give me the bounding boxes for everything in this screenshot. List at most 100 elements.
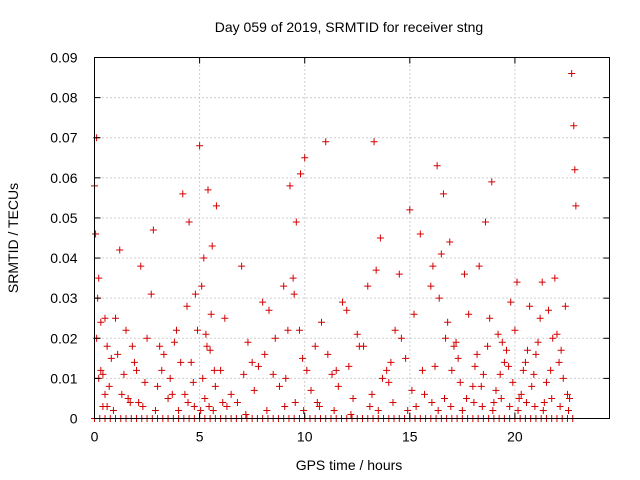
data-point [207, 310, 215, 318]
data-point [435, 294, 443, 302]
data-point [408, 386, 416, 394]
data-point [538, 278, 546, 286]
data-point [212, 202, 220, 210]
data-point [391, 326, 399, 334]
data-point [429, 262, 437, 270]
data-point [175, 406, 183, 414]
x-tick-label: 5 [196, 429, 204, 445]
data-point [190, 402, 198, 410]
data-point [133, 366, 141, 374]
data-point [353, 330, 361, 338]
data-point [551, 274, 559, 282]
data-points [91, 70, 580, 422]
data-point [97, 318, 105, 326]
data-point [368, 390, 376, 398]
data-point [444, 318, 452, 326]
data-point [295, 326, 303, 334]
axis-ticks [94, 57, 610, 419]
data-point [528, 382, 536, 390]
y-tick-label: 0.01 [50, 370, 77, 386]
data-point [291, 398, 299, 406]
data-point [181, 390, 189, 398]
data-point [486, 314, 494, 322]
data-point [160, 350, 168, 358]
data-point [416, 230, 424, 238]
data-point [395, 270, 403, 278]
data-point [210, 366, 218, 374]
data-point [189, 378, 197, 386]
x-tick-label: 15 [402, 429, 418, 445]
data-point [503, 346, 510, 354]
data-point [539, 406, 547, 414]
data-point [290, 290, 298, 298]
data-point [370, 138, 378, 146]
data-point [511, 326, 519, 334]
data-point [572, 202, 580, 210]
data-point [355, 342, 363, 350]
y-tick-label: 0.02 [50, 330, 77, 346]
data-point [349, 394, 357, 402]
data-point [92, 230, 100, 238]
data-point [204, 186, 212, 194]
data-point [233, 398, 241, 406]
data-point [563, 390, 571, 398]
data-point [522, 398, 530, 406]
y-tick-label: 0 [70, 411, 78, 427]
data-point [149, 226, 157, 234]
data-point [481, 218, 489, 226]
y-axis-label: SRMTID / TECUs [5, 183, 21, 293]
data-point [571, 166, 579, 174]
data-point [385, 378, 393, 386]
data-point [202, 330, 210, 338]
y-tick-labels: 0 0.01 0.02 0.03 0.04 0.05 0.06 0.07 0.08 0.09 [50, 50, 77, 427]
data-point [332, 366, 340, 374]
data-point [494, 330, 502, 338]
data-point [536, 314, 544, 322]
data-point [456, 378, 464, 386]
plot-frame [94, 57, 610, 419]
x-tick-label: 10 [297, 429, 313, 445]
data-point [109, 406, 117, 414]
data-point [524, 346, 532, 354]
data-point [347, 410, 355, 418]
data-point [259, 298, 267, 306]
data-point [206, 346, 214, 354]
y-tick-label: 0.04 [50, 250, 77, 266]
data-point [151, 406, 159, 414]
data-point [478, 402, 486, 410]
data-point [97, 366, 105, 374]
x-tick-label: 0 [91, 429, 99, 445]
data-point [300, 406, 308, 414]
data-point [156, 342, 164, 350]
y-tick-label: 0.09 [50, 50, 77, 66]
data-point [470, 398, 478, 406]
data-point [244, 338, 252, 346]
data-point [261, 350, 269, 358]
data-point [103, 342, 111, 350]
data-point [315, 402, 323, 410]
data-point [297, 170, 304, 178]
data-point [170, 338, 178, 346]
data-point [389, 398, 397, 406]
data-point [488, 178, 496, 186]
data-point [531, 402, 539, 410]
data-point [221, 314, 229, 322]
data-point [428, 398, 436, 406]
data-point [114, 350, 122, 358]
data-point [505, 362, 513, 370]
data-point [164, 394, 172, 402]
data-point [440, 394, 448, 402]
data-point [397, 334, 405, 342]
x-axis-label: GPS time / hours [296, 457, 403, 473]
chart-title: Day 059 of 2019, SRMTID for receiver stn… [215, 19, 483, 35]
data-point [343, 306, 351, 314]
data-point [566, 394, 574, 402]
data-point [194, 326, 201, 334]
data-point [107, 354, 115, 362]
data-point [191, 290, 199, 298]
data-point [553, 330, 561, 338]
data-point [404, 406, 412, 414]
data-point [248, 358, 256, 366]
data-point [263, 406, 271, 414]
data-point [433, 162, 441, 170]
